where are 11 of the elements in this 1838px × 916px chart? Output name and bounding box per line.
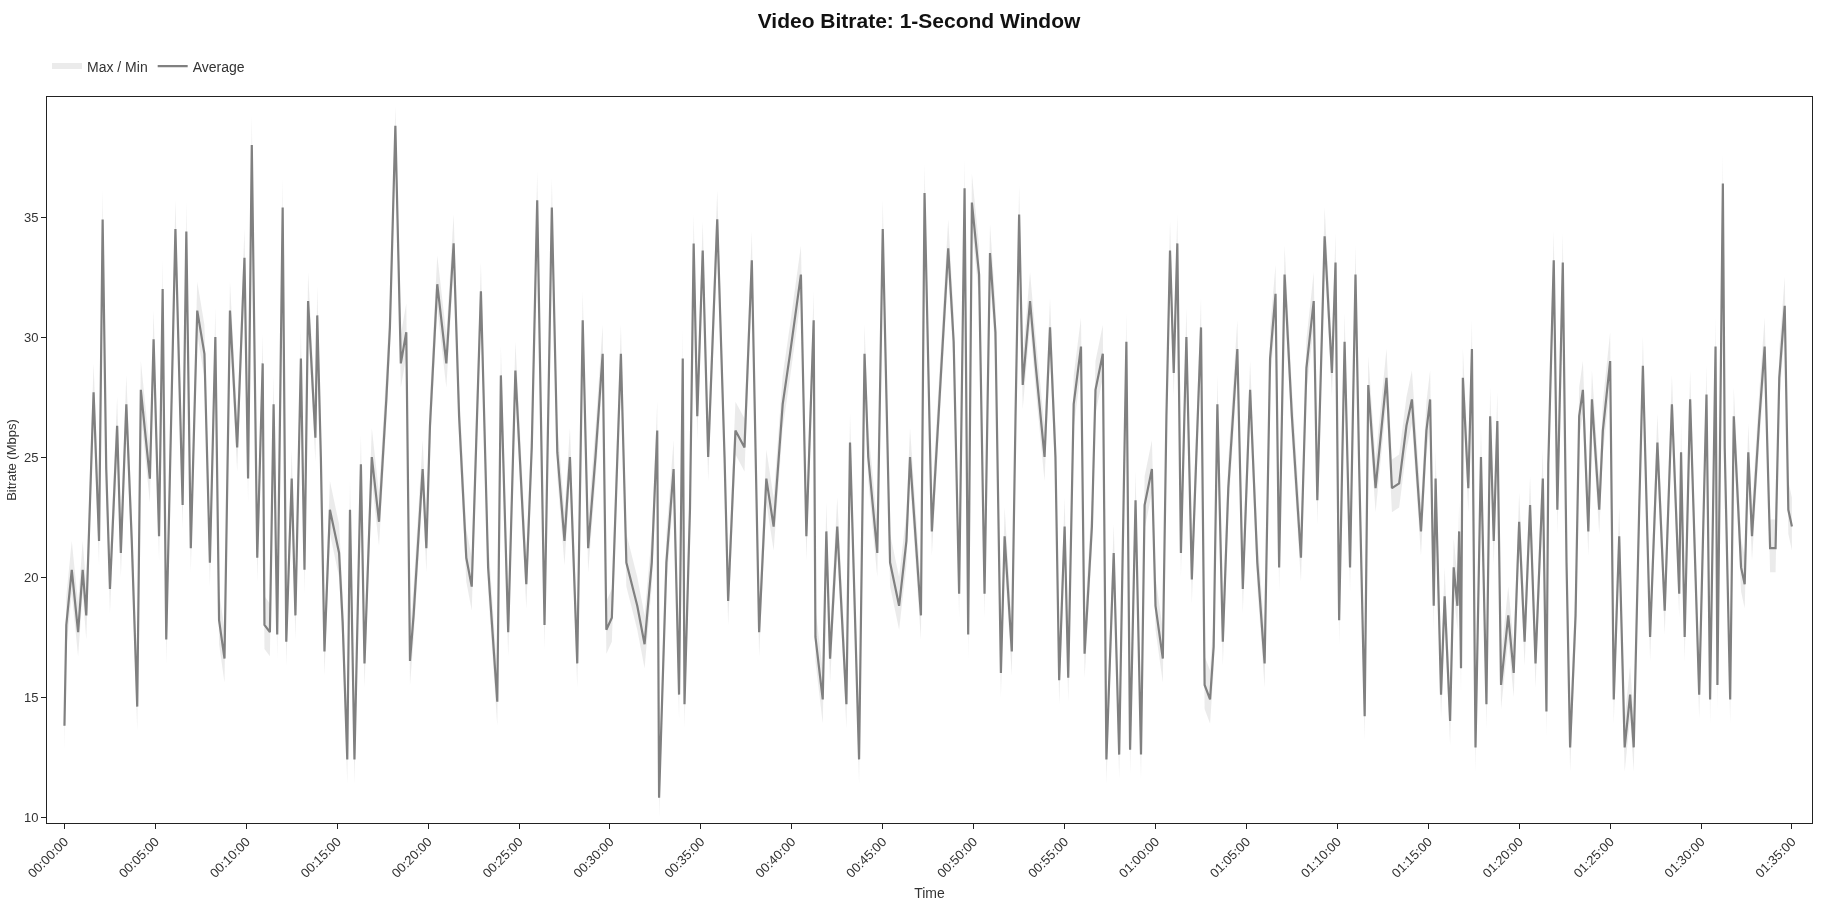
chart-title: Video Bitrate: 1-Second Window — [757, 9, 1081, 33]
y-tick-label: 15 — [23, 689, 39, 705]
y-tick-label: 35 — [23, 209, 39, 225]
y-axis-title: Bitrate (Mbps) — [3, 419, 19, 501]
text: Max / Min — [87, 58, 148, 75]
y-tick-label: 20 — [23, 569, 39, 585]
y-tick-label: 10 — [23, 809, 39, 825]
legend-label: Average — [192, 58, 245, 75]
y-tick-label: 25 — [23, 449, 39, 465]
y-tick-label: 30 — [23, 329, 39, 345]
x-axis-title: Time — [914, 884, 946, 901]
